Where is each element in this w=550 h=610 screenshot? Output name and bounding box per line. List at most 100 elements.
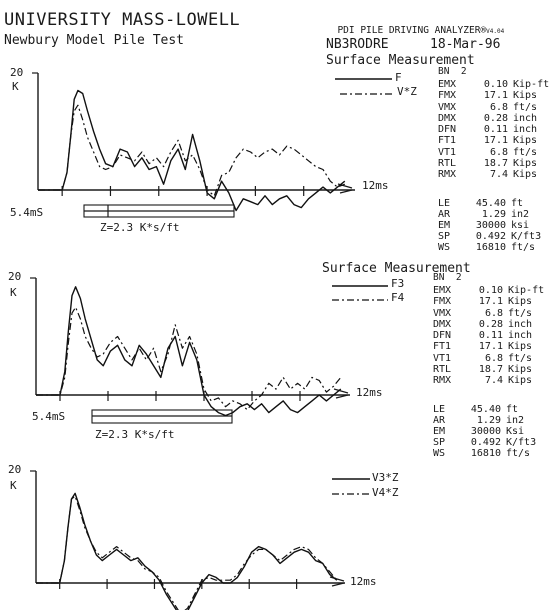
panel2-result-row-fmx: FMX 17.1 Kips	[433, 296, 544, 307]
panel3-x-ticks	[59, 579, 298, 589]
panel1-result-key: RTL	[438, 158, 457, 170]
panel1-legend-vz: V*Z	[397, 85, 417, 98]
panel2-result-key: DMX	[433, 318, 452, 330]
panel2-info-key: AR	[433, 415, 446, 426]
panel2-result-unit: Kip-ft	[508, 285, 545, 296]
panel1-results-table: EMX 0.10 Kip-ft FMX 17.1 Kips VMX 6.8 ft/s DMX 0.2…	[438, 79, 549, 181]
panel1-result-value: 17.1	[483, 135, 508, 147]
panel1-info-unit: ft	[511, 198, 524, 209]
panel2-result-value: 18.7	[478, 364, 503, 376]
panel1-impedance-label: Z=2.3 K*s/ft	[100, 221, 180, 234]
panel2-info-row-sp: SP 0.492 K/ft3	[433, 437, 536, 448]
panel1-result-row-rmx: RMX 7.4 Kips	[438, 169, 549, 180]
panel1-time-label: 5.4mS	[10, 206, 44, 219]
panel2-result-key: RMX	[433, 375, 452, 387]
panel1-result-unit: Kips	[513, 158, 538, 170]
panel2-info-value: 16810	[470, 448, 501, 459]
panel2-info-unit: K/ft3	[506, 437, 537, 448]
panel2-info-key: LE	[433, 404, 446, 415]
panel1-result-key: DMX	[438, 112, 457, 124]
panel2-info-row-ar: AR 1.29 in2	[433, 415, 536, 426]
panel1-info-unit: ksi	[511, 220, 530, 231]
panel2-x-ticks	[59, 391, 301, 401]
panel2-result-unit: ft/s	[508, 307, 533, 319]
panel2-result-key: FT1	[433, 341, 452, 353]
panel1-result-unit: Kips	[513, 135, 538, 147]
panel1-info-key: EM	[438, 220, 451, 231]
panel1-result-value: 0.11	[483, 124, 508, 136]
panel1-result-key: FMX	[438, 90, 457, 102]
panel1-result-row-fmx: FMX 17.1 Kips	[438, 90, 549, 101]
panel1-info-key: SP	[438, 231, 451, 242]
panel2-result-value: 0.28	[478, 318, 503, 330]
panel2-time-label: 5.4mS	[32, 410, 66, 423]
panel1-info-row-ar: AR 1.29 in2	[438, 209, 541, 220]
panel2-section-title: Surface Measurement	[322, 261, 471, 276]
panel1-info-row-sp: SP 0.492 K/ft3	[438, 231, 541, 242]
panel3-series-v4-z	[36, 495, 338, 610]
panel1-result-unit: ft/s	[513, 146, 538, 158]
panel1-info-key: LE	[438, 198, 451, 209]
panel2-series-f3	[36, 286, 342, 417]
panel1-info-key: AR	[438, 209, 451, 220]
panel2-result-row-emx: EMX 0.10 Kip-ft	[433, 285, 544, 296]
panel2-info-value: 1.29	[476, 415, 501, 426]
panel2-result-value: 17.1	[478, 341, 503, 353]
panel3-frame	[30, 470, 345, 587]
panel2-result-value: 7.4	[484, 375, 503, 387]
panel1-result-value: 7.4	[489, 169, 508, 181]
panel1-frame	[32, 72, 355, 218]
panel2-result-unit: Kips	[508, 364, 533, 376]
panel1-legend-f: F	[395, 71, 402, 84]
panel2-bn-label: BN 2	[433, 272, 462, 283]
panel1-result-unit: inch	[513, 124, 538, 136]
panel2-result-row-rtl: RTL 18.7 Kips	[433, 364, 544, 375]
panel1-x-ticks	[61, 186, 305, 196]
panel3-series-v3-z	[36, 492, 338, 610]
panel2-ylabel-unit: K	[10, 286, 17, 299]
panel2-result-row-dfn: DFN 0.11 inch	[433, 330, 544, 341]
panel2-info-unit: ft	[506, 404, 519, 415]
panel2-frame	[30, 277, 350, 424]
panel2-pile-info: LE 45.40 ft AR 1.29 in2 EM 30000 Ksi SP 0.492 K/ft3…	[433, 404, 536, 459]
analyzer-name: PDI PILE DRIVING ANALYZER®V4.04	[326, 16, 504, 35]
panel2-result-key: DFN	[433, 330, 452, 342]
panel2-result-unit: Kips	[508, 341, 533, 353]
panel1-result-value: 6.8	[489, 101, 508, 113]
analyzer-label: PDI PILE DRIVING ANALYZER®	[337, 24, 487, 36]
panel1-result-value: 6.8	[489, 146, 508, 158]
panel1-result-key: FT1	[438, 135, 457, 147]
panel1-result-key: DFN	[438, 124, 457, 136]
panel2-result-key: EMX	[433, 285, 452, 296]
panel2-info-row-ws: WS 16810 ft/s	[433, 448, 536, 459]
panel1-result-value: 0.28	[483, 112, 508, 124]
panel2-info-value: 45.40	[470, 404, 501, 415]
panel1-result-value: 18.7	[483, 158, 508, 170]
panel1-result-row-emx: EMX 0.10 Kip-ft	[438, 79, 549, 90]
panel2-info-value: 30000	[470, 426, 501, 437]
report-subtitle: Newbury Model Pile Test	[4, 33, 185, 48]
panel1-result-unit: ft/s	[513, 101, 538, 113]
panel1-bn-label: BN 2	[438, 66, 467, 77]
panel2-result-row-vt1: VT1 6.8 ft/s	[433, 353, 544, 364]
panel2-result-unit: inch	[508, 330, 533, 342]
panel1-info-unit: K/ft3	[511, 231, 542, 242]
panel2-result-row-ft1: FT1 17.1 Kips	[433, 341, 544, 352]
panel1-info-row-ws: WS 16810 ft/s	[438, 242, 541, 253]
panel1-result-unit: Kip-ft	[513, 79, 550, 90]
panel2-result-value: 0.10	[478, 285, 503, 296]
panel2-info-unit: ft/s	[506, 448, 531, 459]
panel1-info-key: WS	[438, 242, 451, 253]
record-date: 18-Mar-96	[430, 37, 501, 52]
panel2-series-f4	[36, 306, 342, 411]
panel1-result-row-vmx: VMX 6.8 ft/s	[438, 102, 549, 113]
panel2-legend	[332, 285, 388, 301]
panel1-info-unit: in2	[511, 209, 530, 220]
panel2-result-value: 6.8	[484, 307, 503, 319]
panel2-info-key: SP	[433, 437, 446, 448]
panel1-series	[38, 89, 346, 212]
panel1-info-unit: ft/s	[511, 242, 536, 253]
panel2-legend-f4: F4	[391, 291, 405, 304]
panel1-info-row-em: EM 30000 ksi	[438, 220, 541, 231]
panel2-info-key: WS	[433, 448, 446, 459]
